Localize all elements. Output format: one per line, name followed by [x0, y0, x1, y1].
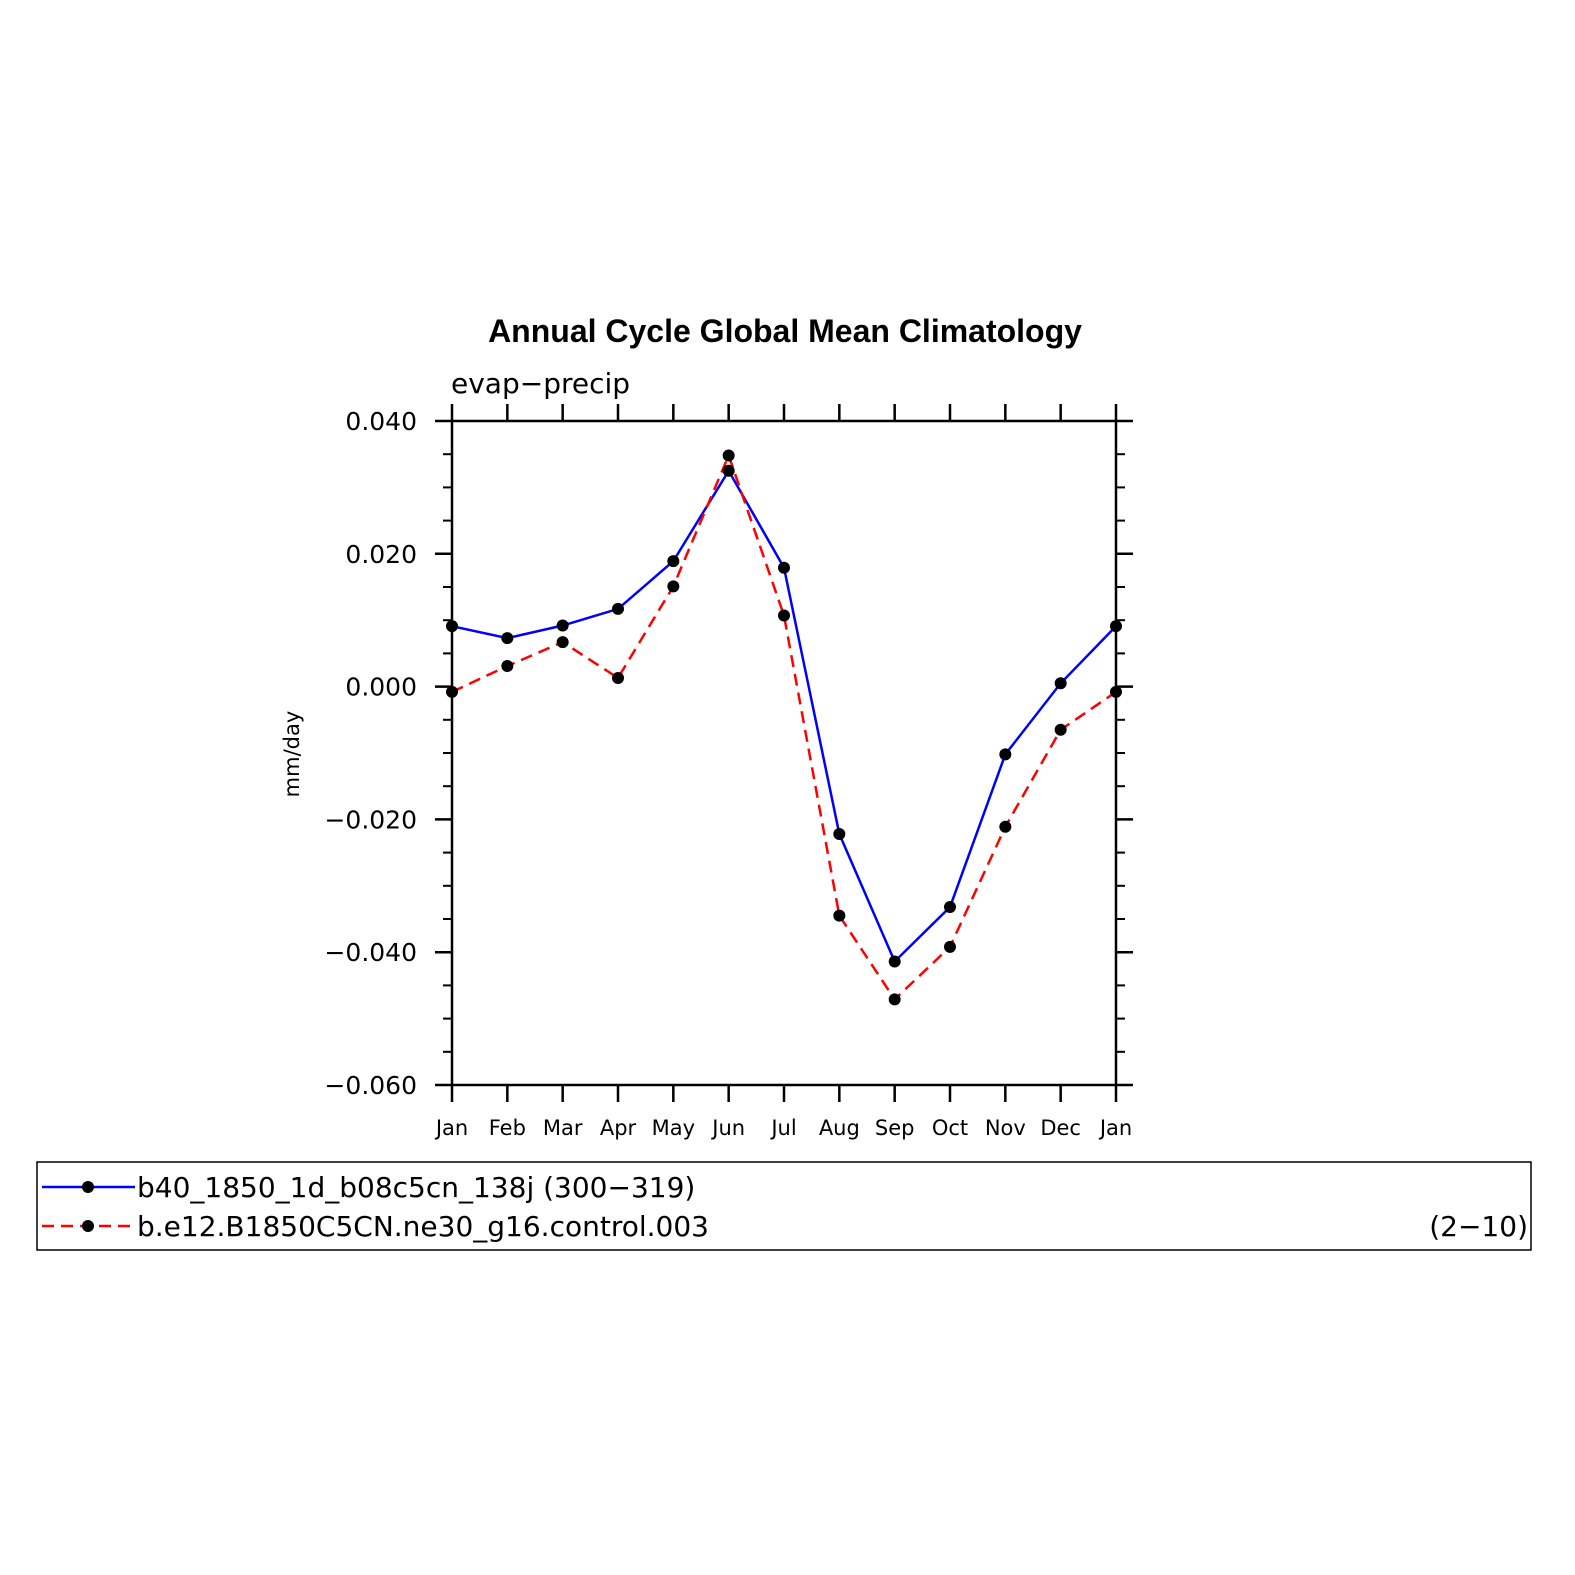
series-2-point [612, 671, 624, 684]
legend-box [36, 1161, 1532, 1251]
x-tick-label: Mar [543, 1116, 583, 1140]
series-2-point [667, 580, 680, 593]
series-line-2 [451, 452, 1117, 1002]
series-1-point [888, 955, 901, 968]
series-2-point [501, 660, 514, 673]
chart-title: Annual Cycle Global Mean Climatology [488, 313, 1082, 349]
series-1-point [667, 555, 680, 568]
series-1-point [556, 619, 569, 632]
series-1-point [778, 561, 790, 574]
x-tick-label: Sep [875, 1116, 915, 1140]
legend-marker-2 [82, 1220, 94, 1232]
y-tick-label: −0.060 [324, 1071, 417, 1100]
series-1-point [446, 620, 458, 633]
series-2-point [722, 449, 735, 462]
x-tick-label: Jan [434, 1116, 468, 1140]
series-1-point [999, 748, 1012, 761]
y-tick-label: −0.020 [324, 805, 417, 834]
x-tick-label: Jun [710, 1116, 745, 1140]
series-2-point [999, 820, 1012, 833]
plot-frame [450, 419, 1118, 1087]
series-2-point [833, 909, 846, 922]
x-tick-label: Jan [1098, 1116, 1132, 1140]
series-2-point [1054, 723, 1067, 736]
chart-subtitle: evap−precip [451, 367, 630, 400]
y-axis-label: mm/day [280, 711, 304, 798]
legend-marker-1 [82, 1181, 94, 1193]
plot-area: 0.040 0.020 0.000 −0.020 −0.040 −0.060 Jan Feb M… [324, 404, 1133, 1140]
series-2-point [888, 993, 901, 1006]
series-2-point [1110, 685, 1122, 698]
legend: b40_1850_1d_b08c5cn_138j (300−319) b.e12.… [36, 1161, 1532, 1251]
y-tick-label: 0.040 [345, 407, 417, 436]
legend-suffix-2: (2−10) [1429, 1210, 1528, 1243]
series-2-point [778, 609, 790, 622]
x-tick-label: Nov [985, 1116, 1026, 1140]
series-1-point [1054, 677, 1067, 690]
x-tick-label: Oct [932, 1116, 968, 1140]
series-1-point [501, 632, 514, 645]
legend-label-1: b40_1850_1d_b08c5cn_138j (300−319) [137, 1171, 695, 1204]
series-1-point [833, 828, 846, 841]
y-tick-label: −0.040 [324, 938, 417, 967]
series-1-point [1110, 620, 1122, 633]
x-tick-label: Dec [1040, 1116, 1081, 1140]
x-tick-label: Apr [600, 1116, 637, 1140]
x-tick-label: Aug [819, 1116, 860, 1140]
series-1-point [944, 901, 956, 914]
legend-label-2: b.e12.B1850C5CN.ne30_g16.control.003 [137, 1210, 709, 1243]
y-tick-label: 0.020 [345, 540, 417, 569]
x-tick-label: May [652, 1116, 695, 1140]
series-line-1 [451, 468, 1117, 964]
series-2-point [446, 685, 458, 698]
x-tick-label: Jul [769, 1116, 796, 1140]
series-2-point [944, 940, 956, 953]
series-1-point [612, 602, 624, 615]
series-1-point [722, 464, 735, 477]
x-tick-label: Feb [489, 1116, 526, 1140]
series-2-point [556, 636, 569, 649]
y-tick-label: 0.000 [345, 673, 417, 702]
